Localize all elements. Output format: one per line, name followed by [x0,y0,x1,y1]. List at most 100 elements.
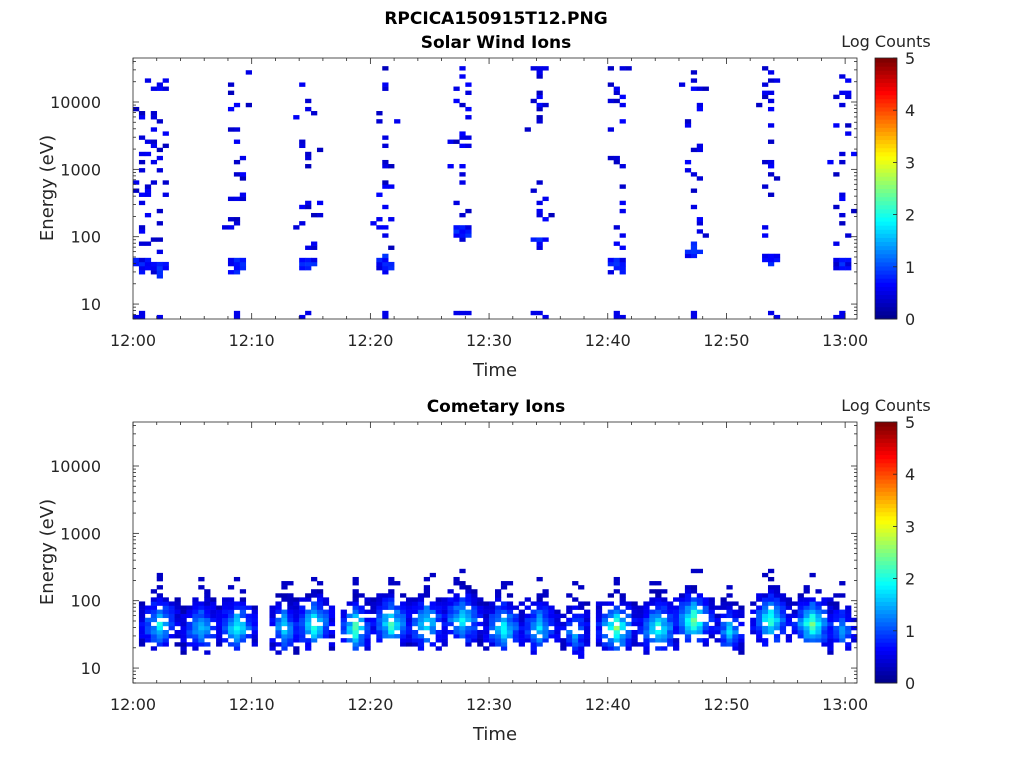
heatmap-cell [150,605,158,610]
heatmap-cell [767,139,775,144]
heatmap-cell [720,605,727,610]
heatmap-cell [684,589,692,594]
heatmap-cell [643,625,650,631]
colorbar-segment [875,147,897,153]
heatmap-cell [839,90,846,96]
heatmap-cell [613,589,620,594]
heatmap-cell [631,601,638,606]
heatmap-cell [833,241,840,246]
heatmap-cell [174,629,181,635]
heatmap-cell [690,253,698,259]
heatmap-cell [287,621,294,627]
heatmap-cell [299,204,306,210]
heatmap-cell [174,601,181,606]
heatmap-cell [785,613,793,619]
heatmap-cell [204,597,211,602]
heatmap-cell [352,634,359,639]
heatmap-cell [305,204,312,210]
heatmap-cell [459,237,466,242]
heatmap-cell [293,617,300,623]
heatmap-cell [382,261,389,267]
x-tick-label: 12:30 [466,331,512,350]
heatmap-cell [168,605,175,610]
heatmap-cell [696,143,703,149]
heatmap-cell [192,605,199,610]
heatmap-cell [405,613,413,619]
heatmap-cell [500,634,508,639]
heatmap-cell [138,634,146,639]
heatmap-cell [405,625,413,631]
heatmap-cell [785,638,793,643]
heatmap-cell [471,621,478,627]
heatmap-cell [619,245,626,250]
heatmap-cell [150,270,158,275]
heatmap-cell [417,638,425,643]
heatmap-cell [269,605,276,610]
heatmap-cell [726,642,733,647]
heatmap-cell [678,593,686,598]
heatmap-cell [144,609,152,614]
heatmap-cell [233,159,241,165]
heatmap-cell [382,253,389,259]
heatmap-cell [483,613,490,619]
heatmap-cell [762,625,769,631]
heatmap-cell [726,585,733,590]
heatmap-cell [210,625,217,631]
heatmap-cell [162,605,169,610]
heatmap-cell [340,629,347,635]
heatmap-cell [328,621,336,627]
heatmap-cell [251,605,258,610]
heatmap-cell [382,204,389,210]
heatmap-cell [667,621,674,627]
heatmap-cell [281,617,288,623]
heatmap-cell [524,597,531,602]
heatmap-cell [821,621,828,627]
heatmap-cell [198,625,205,631]
x-tick-label: 12:00 [110,331,156,350]
heatmap-cell [548,212,555,218]
heatmap-cell [180,642,187,647]
heatmap-cell [204,601,211,606]
heatmap-cell [536,102,543,108]
heatmap-cell [554,638,561,643]
heatmap-cell [227,605,235,610]
heatmap-cell [227,597,235,602]
colorbar-segment [875,294,897,300]
heatmap-cell [376,625,383,631]
heatmap-cell [239,265,247,271]
heatmap-cell [233,139,241,144]
heatmap-cell [595,621,603,627]
heatmap-cell [316,597,324,602]
colorbar-segment [875,442,897,447]
heatmap-cell [305,617,312,623]
heatmap-cell [417,625,425,631]
heatmap-cell [762,225,769,230]
colorbar-segment [875,548,897,553]
heatmap-cell [168,617,175,623]
heatmap-cell [222,601,229,606]
colorbar-segment [875,225,897,230]
heatmap-cell [281,585,288,590]
heatmap-cell [530,625,537,631]
heatmap-cell [192,617,199,623]
heatmap-cell [471,593,478,598]
heatmap-cell [400,625,407,631]
heatmap-cell [631,605,638,610]
colorbar-segment [875,314,897,320]
heatmap-cell [305,164,312,169]
heatmap-cell [447,621,454,627]
heatmap-cell [465,617,472,623]
colorbar-segment [875,282,897,287]
heatmap-cell [477,629,484,635]
heatmap-cell [637,617,644,623]
heatmap-cell [156,82,163,87]
heatmap-cell [833,265,840,271]
heatmap-cell [198,605,205,610]
heatmap-cell [388,629,395,635]
colorbar-segment [875,139,897,145]
heatmap-cell [595,605,603,610]
heatmap-cell [548,629,555,635]
heatmap-cell [459,601,466,606]
heatmap-cell [388,581,395,586]
